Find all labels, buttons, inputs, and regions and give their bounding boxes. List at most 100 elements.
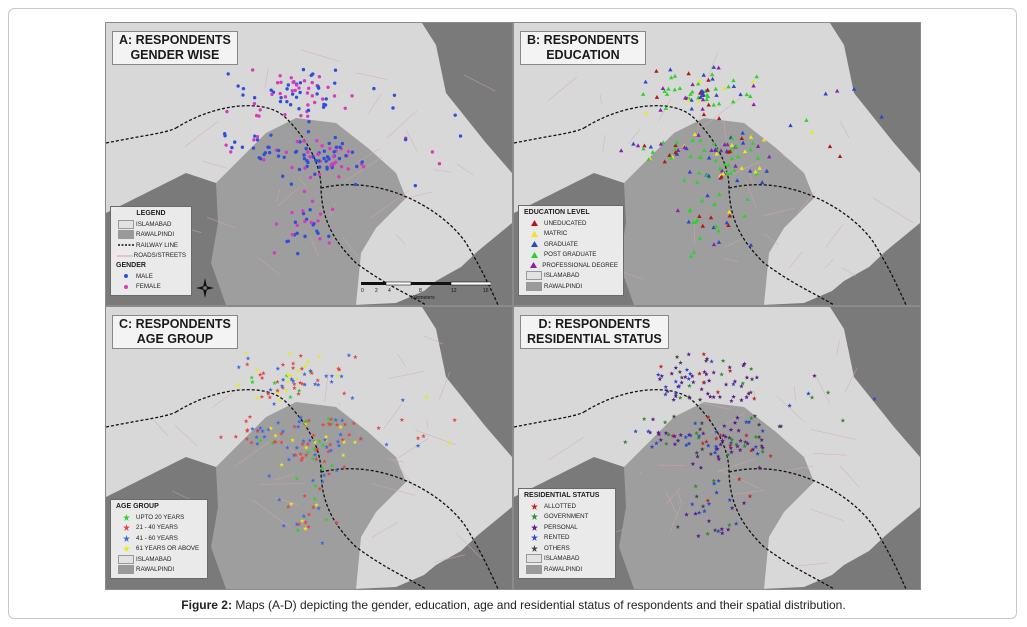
respondent-marker — [252, 101, 257, 106]
respondent-marker — [751, 102, 756, 107]
respondent-marker — [731, 84, 737, 89]
respondent-marker — [812, 373, 817, 378]
respondent-marker — [399, 417, 405, 422]
respondent-marker — [300, 381, 305, 386]
respondent-marker — [700, 446, 705, 452]
respondent-marker — [666, 86, 671, 91]
respondent-marker — [739, 136, 744, 140]
respondent-marker — [310, 94, 315, 98]
respondent-marker — [306, 418, 312, 423]
legend-symbol-icon — [524, 281, 544, 291]
respondent-marker — [298, 451, 303, 456]
scale-tick: 4 — [388, 288, 391, 294]
respondent-marker — [353, 182, 358, 187]
respondent-marker — [292, 385, 297, 390]
respondent-marker — [701, 112, 707, 117]
legend-symbol-icon — [116, 243, 136, 247]
respondent-marker — [732, 420, 738, 425]
road-line — [839, 465, 860, 488]
respondent-marker — [255, 138, 260, 142]
respondent-marker — [281, 523, 287, 528]
respondent-marker — [700, 97, 706, 102]
road-line — [723, 119, 727, 141]
road-line — [793, 386, 797, 402]
respondent-marker — [699, 198, 705, 203]
respondent-marker — [334, 468, 339, 473]
respondent-marker — [697, 78, 702, 83]
respondent-marker — [340, 141, 345, 146]
legend-title: EDUCATION LEVEL — [524, 209, 590, 216]
respondent-marker — [696, 81, 701, 86]
road-line — [839, 121, 850, 138]
respondent-marker — [688, 154, 693, 159]
respondent-marker — [326, 85, 330, 89]
respondent-marker — [664, 441, 669, 446]
respondent-marker — [329, 373, 335, 378]
respondent-marker — [322, 459, 327, 464]
north-arrow-icon — [196, 278, 214, 298]
respondent-marker — [358, 436, 363, 441]
respondent-marker — [674, 140, 680, 145]
respondent-marker — [347, 432, 352, 437]
road-line — [548, 437, 584, 461]
respondent-marker — [720, 358, 726, 363]
road-line — [371, 521, 399, 538]
respondent-marker — [753, 169, 758, 174]
respondent-marker — [671, 414, 677, 419]
respondent-marker — [300, 441, 305, 447]
respondent-marker — [696, 98, 701, 103]
respondent-marker — [301, 211, 306, 216]
legend-item-label: MATRIC — [544, 230, 568, 238]
legend-rows: ALLOTTED GOVERNMENT PERSONAL RENTED OTHERS IS… — [524, 501, 610, 575]
respondent-marker — [749, 415, 754, 421]
railway-line — [320, 468, 499, 589]
railway-line — [514, 127, 585, 144]
respondent-marker — [732, 379, 738, 384]
respondent-marker — [241, 86, 246, 91]
respondent-marker — [413, 183, 418, 188]
respondent-marker — [415, 435, 421, 441]
respondent-marker — [446, 440, 452, 445]
respondent-marker — [623, 439, 628, 445]
respondent-marker — [334, 160, 338, 164]
respondent-marker — [293, 88, 298, 93]
respondent-marker — [332, 94, 337, 98]
respondent-marker — [879, 114, 884, 119]
road-line — [788, 251, 804, 269]
respondent-marker — [303, 419, 308, 424]
respondent-marker — [746, 391, 751, 396]
respondent-marker — [271, 401, 277, 406]
respondent-marker — [706, 414, 711, 420]
respondent-marker — [267, 395, 273, 400]
respondent-marker — [288, 103, 293, 107]
scale-tick: 12 — [451, 288, 457, 294]
respondent-marker — [291, 452, 297, 458]
road-line — [423, 335, 444, 345]
respondent-marker — [290, 210, 294, 215]
respondent-marker — [701, 351, 707, 357]
respondent-marker — [718, 148, 724, 153]
respondent-marker — [686, 376, 691, 381]
scale-tick: 2 — [375, 288, 378, 294]
road-line — [723, 257, 738, 262]
road-line — [342, 237, 362, 262]
respondent-marker — [696, 533, 701, 539]
respondent-marker — [709, 72, 715, 77]
respondent-marker — [289, 501, 294, 506]
respondent-marker — [313, 448, 319, 453]
respondent-marker — [274, 222, 279, 226]
road-line — [234, 441, 270, 467]
respondent-marker — [825, 390, 831, 395]
road-line — [153, 419, 169, 436]
respondent-marker — [726, 149, 731, 154]
respondent-marker — [258, 425, 263, 431]
respondent-marker — [342, 422, 348, 427]
respondent-marker — [701, 431, 706, 436]
respondent-marker — [294, 476, 299, 481]
respondent-marker — [303, 526, 308, 531]
respondent-marker — [723, 434, 728, 439]
respondent-marker — [243, 350, 248, 356]
respondent-marker — [275, 420, 281, 425]
respondent-marker — [244, 436, 250, 441]
respondent-marker — [317, 75, 322, 79]
